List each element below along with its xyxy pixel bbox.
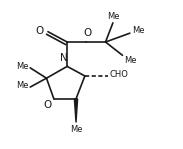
Polygon shape: [74, 99, 78, 122]
Text: Me: Me: [70, 125, 82, 134]
Text: O: O: [36, 26, 44, 36]
Text: CHO: CHO: [109, 70, 128, 79]
Text: Me: Me: [132, 26, 145, 35]
Text: Me: Me: [107, 12, 119, 21]
Text: Me: Me: [16, 81, 28, 90]
Text: Me: Me: [16, 62, 28, 71]
Text: O: O: [44, 100, 52, 111]
Text: Me: Me: [124, 56, 136, 65]
Text: N: N: [60, 53, 67, 63]
Text: O: O: [84, 28, 92, 38]
